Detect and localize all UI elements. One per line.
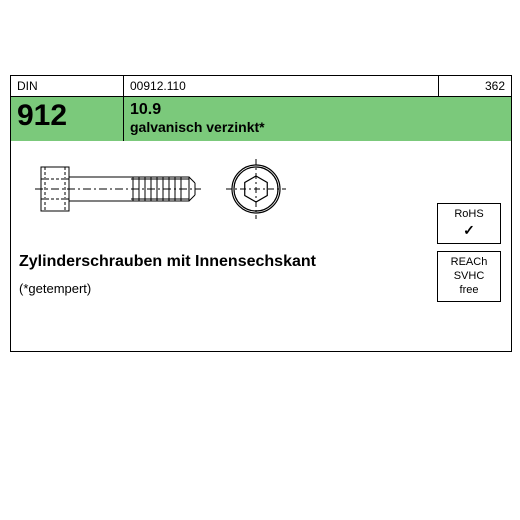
article-number: 00912.110 (124, 76, 439, 96)
reach-badge: REACh SVHC free (437, 251, 501, 302)
rohs-check-icon: ✓ (440, 222, 498, 240)
footnote: (*getempert) (19, 281, 91, 296)
reach-line3: free (440, 284, 498, 298)
spec-text: 10.9 galvanisch verzinkt* (124, 97, 511, 141)
product-title: Zylinderschrauben mit Innensechskant (19, 253, 316, 271)
reach-line1: REACh (440, 256, 498, 270)
rohs-label: RoHS (440, 208, 498, 222)
reach-line2: SVHC (440, 270, 498, 284)
body-area: Zylinderschrauben mit Innensechskant (*g… (11, 141, 511, 351)
din-number: 912 (11, 97, 124, 141)
spec-row: 912 10.9 galvanisch verzinkt* (11, 97, 511, 141)
right-code: 362 (439, 76, 511, 96)
standard-label: DIN (11, 76, 124, 96)
datasheet-card: DIN 00912.110 362 912 10.9 galvanisch ve… (10, 75, 512, 352)
screw-drawing (31, 149, 331, 239)
header-row: DIN 00912.110 362 (11, 76, 511, 97)
rohs-badge: RoHS ✓ (437, 203, 501, 244)
finish: galvanisch verzinkt* (130, 119, 505, 135)
grade: 10.9 (130, 101, 505, 119)
